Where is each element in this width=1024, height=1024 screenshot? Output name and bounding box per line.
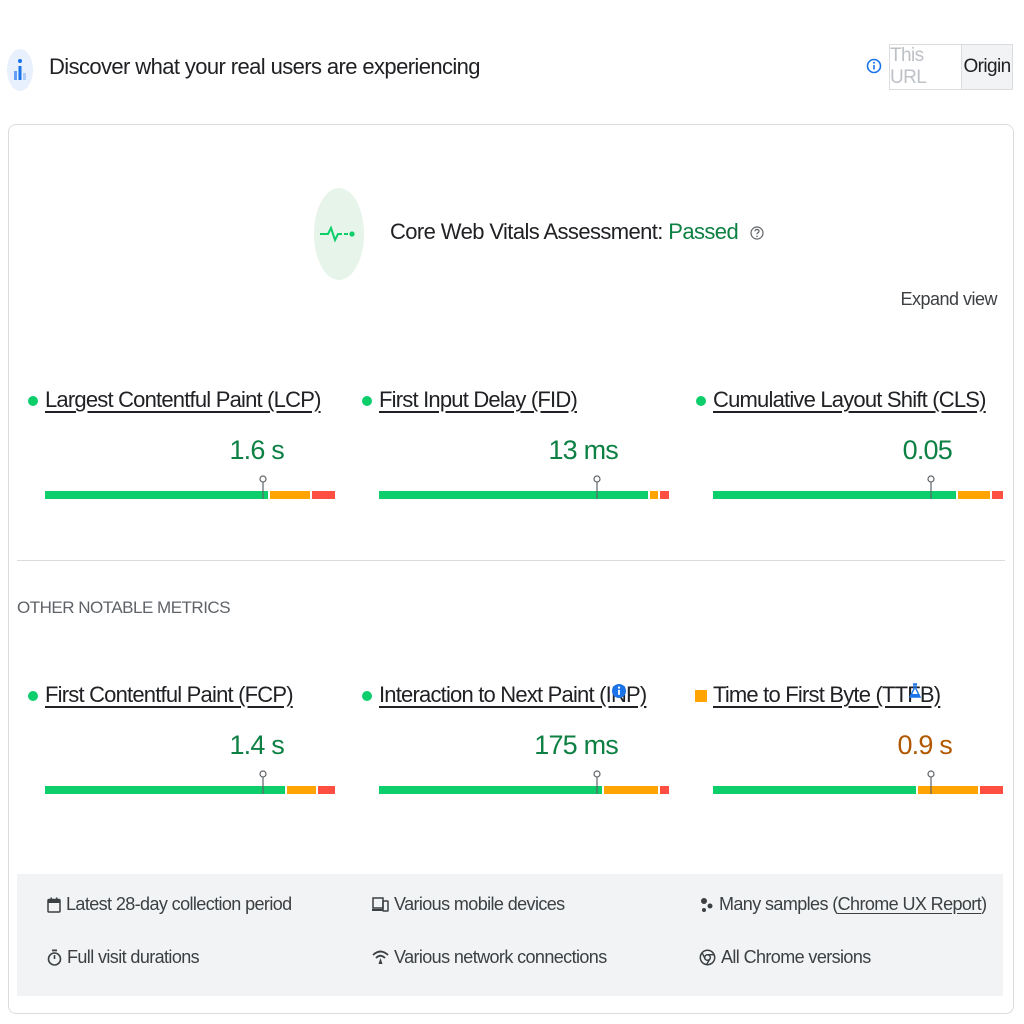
bar-good-segment: [379, 491, 648, 499]
metric-lcp: Largest Contentful Paint (LCP) 1.6 s: [27, 383, 337, 523]
metric-name-link[interactable]: Time to First Byte (TTFB): [713, 682, 941, 707]
samples-icon: [701, 897, 713, 912]
bar-average-segment: [958, 491, 990, 499]
bar-poor-segment: [660, 786, 669, 794]
good-rating-dot: [28, 396, 38, 406]
devices-text: Various mobile devices: [394, 894, 565, 914]
collection-info-panel: Latest 28-day collection period Various …: [17, 874, 1003, 996]
bar-poor-segment: [312, 491, 335, 499]
collection-period-item: Latest 28-day collection period: [47, 894, 292, 915]
metric-fcp: First Contentful Paint (FCP) 1.4 s: [27, 678, 337, 818]
cwv-assessment: Core Web Vitals Assessment: Passed: [390, 219, 764, 246]
bar-good-segment: [713, 786, 917, 794]
percentile-marker: [592, 770, 601, 794]
metric-value: 0.05: [902, 435, 953, 465]
good-rating-dot: [362, 691, 372, 701]
calendar-icon: [47, 897, 61, 913]
metric-cls: Cumulative Layout Shift (CLS) 0.05: [695, 383, 1005, 523]
assessment-label: Core Web Vitals Assessment:: [390, 219, 663, 244]
distribution-bar: [713, 491, 1003, 499]
distribution-bar: [45, 786, 335, 794]
good-rating-dot: [28, 691, 38, 701]
bar-good-segment: [379, 786, 603, 794]
metric-name-link[interactable]: Largest Contentful Paint (LCP): [45, 387, 321, 412]
distribution-bar: [379, 786, 669, 794]
stopwatch-icon: [47, 949, 62, 966]
samples-text: Many samples: [719, 894, 828, 914]
bar-average-segment: [604, 786, 659, 794]
distribution-bar: [45, 491, 335, 499]
bar-average-segment: [918, 786, 979, 794]
bar-good-segment: [45, 491, 269, 499]
network-icon: [372, 950, 389, 964]
crux-data-icon: [6, 48, 34, 92]
network-text: Various network connections: [394, 947, 607, 967]
bar-average-segment: [649, 491, 659, 499]
section-divider: [17, 560, 1005, 561]
help-icon[interactable]: [749, 220, 764, 246]
distribution-bar: [713, 786, 1003, 794]
metric-inp: Interaction to Next Paint (INP) 175 ms: [361, 678, 671, 818]
samples-item: Many samples (Chrome UX Report): [699, 894, 987, 915]
page-title: Discover what your real users are experi…: [49, 54, 481, 79]
field-data-card: Core Web Vitals Assessment: Passed Expan…: [8, 124, 1014, 1014]
chrome-versions-item: All Chrome versions: [699, 947, 871, 968]
percentile-marker: [592, 475, 601, 499]
pulse-icon: [314, 188, 364, 280]
needs-improvement-square: [695, 690, 707, 702]
other-metrics-heading: OTHER NOTABLE METRICS: [17, 598, 231, 617]
metric-ttfb: Time to First Byte (TTFB) 0.9 s: [695, 678, 1005, 818]
bar-poor-segment: [980, 786, 1003, 794]
chrome-icon: [699, 949, 716, 966]
metric-name-link[interactable]: First Input Delay (FID): [379, 387, 578, 412]
metric-name-link[interactable]: Cumulative Layout Shift (CLS): [713, 387, 987, 412]
metric-name-link[interactable]: First Contentful Paint (FCP): [45, 682, 294, 707]
distribution-bar: [379, 491, 669, 499]
percentile-marker: [926, 770, 935, 794]
this-url-toggle[interactable]: This URL: [889, 44, 962, 90]
bar-poor-segment: [991, 491, 1003, 499]
network-item: Various network connections: [372, 947, 607, 968]
devices-icon: [372, 897, 389, 912]
chrome-versions-text: All Chrome versions: [721, 947, 871, 967]
expand-view-button[interactable]: Expand view: [900, 289, 997, 309]
metric-name-link[interactable]: Interaction to Next Paint (INP): [379, 682, 647, 707]
durations-item: Full visit durations: [47, 947, 200, 968]
metric-value: 175 ms: [534, 730, 619, 760]
bar-poor-segment: [317, 786, 335, 794]
percentile-marker: [258, 770, 267, 794]
collection-period-text: Latest 28-day collection period: [66, 894, 292, 914]
devices-item: Various mobile devices: [372, 894, 565, 915]
metric-value: 1.6 s: [229, 435, 284, 465]
good-rating-dot: [696, 396, 706, 406]
bar-average-segment: [270, 491, 311, 499]
percentile-marker: [926, 475, 935, 499]
bar-good-segment: [713, 491, 957, 499]
metric-value: 0.9 s: [897, 730, 952, 760]
good-rating-dot: [362, 396, 372, 406]
bar-poor-segment: [660, 491, 669, 499]
crux-header: Discover what your real users are experi…: [0, 40, 1024, 100]
info-icon[interactable]: [611, 683, 627, 704]
chrome-ux-report-link[interactable]: Chrome UX Report: [837, 894, 982, 914]
flask-icon[interactable]: [908, 683, 922, 704]
durations-text: Full visit durations: [67, 947, 200, 967]
metric-fid: First Input Delay (FID) 13 ms: [361, 383, 671, 523]
percentile-marker: [258, 475, 267, 499]
bar-good-segment: [45, 786, 286, 794]
origin-toggle[interactable]: Origin: [961, 44, 1013, 90]
bar-average-segment: [287, 786, 316, 794]
metric-value: 1.4 s: [229, 730, 284, 760]
assessment-status: Passed: [668, 219, 739, 244]
metric-value: 13 ms: [548, 435, 618, 465]
info-icon[interactable]: [866, 58, 882, 74]
